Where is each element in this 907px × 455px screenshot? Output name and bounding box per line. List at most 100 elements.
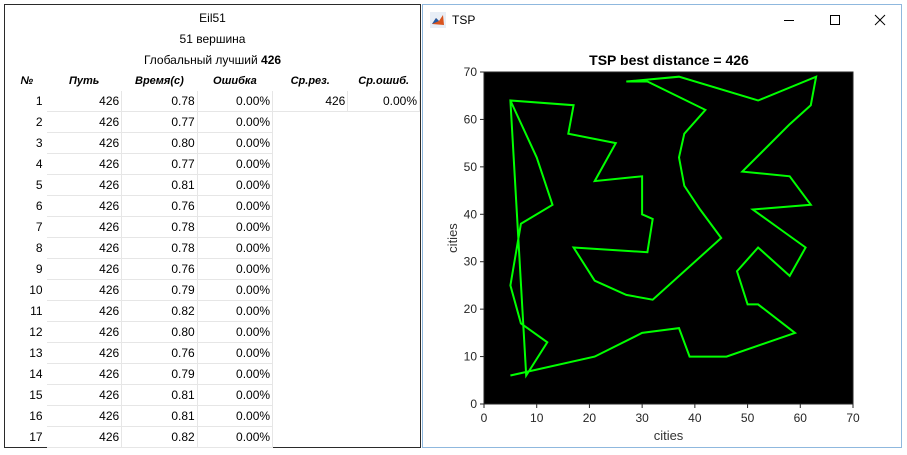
minimize-icon: [784, 20, 794, 21]
tsp-plot: TSP best distance = 426 0 10 20 30 40 50 60 700…: [445, 52, 860, 443]
cell-empty: [348, 259, 420, 280]
x-tick-label: 40: [688, 411, 702, 425]
results-table: № Путь Время(с) Ошибка Ср.рез. Ср.ошиб. …: [7, 71, 420, 448]
cell-empty: [348, 301, 420, 322]
cell-path: 426: [46, 195, 123, 217]
cell-err: 0.00%: [197, 426, 274, 448]
cell-err: 0.00%: [197, 300, 274, 322]
cell-time: 0.77: [121, 153, 198, 175]
minimize-button[interactable]: [766, 5, 812, 35]
table-row: 14 426 0.79 0.00%: [7, 363, 420, 385]
cell-avg: 426: [272, 91, 349, 112]
table-row: 6 426 0.76 0.00%: [7, 195, 420, 217]
col-header-path: Путь: [68, 75, 100, 87]
row-number: 8: [35, 241, 43, 255]
cell-err: 0.00%: [197, 237, 274, 259]
cell-err: 0.00%: [197, 111, 274, 133]
row-number: 5: [35, 178, 43, 192]
table-row: 12 426 0.80 0.00%: [7, 321, 420, 343]
cell-err: 0.00%: [197, 279, 274, 301]
cell-empty: [273, 154, 348, 175]
cell-time: 0.78: [121, 216, 198, 238]
table-row: 16 426 0.81 0.00%: [7, 405, 420, 427]
table-row: 1 426 0.78 0.00% 426 0.00%: [7, 91, 420, 112]
y-tick-label: 30: [464, 255, 478, 269]
cell-path: 426: [46, 132, 123, 154]
cell-empty: [348, 364, 420, 385]
table-row: 11 426 0.82 0.00%: [7, 300, 420, 322]
cell-time: 0.76: [121, 195, 198, 217]
y-tick-label: 0: [470, 397, 477, 411]
window-title: TSP: [452, 13, 476, 27]
x-tick-label: 30: [635, 411, 649, 425]
table-row: 17 426 0.82 0.00%: [7, 426, 420, 448]
table-row: 5 426 0.81 0.00%: [7, 174, 420, 196]
cell-time: 0.79: [121, 363, 198, 385]
cell-empty: [348, 406, 420, 427]
y-tick-label: 60: [464, 112, 478, 126]
cell-err: 0.00%: [197, 153, 274, 175]
results-panel: Eil51 51 вершина Глобальный лучший 426 №…: [4, 4, 421, 448]
cell-path: 426: [46, 342, 123, 364]
cell-path: 426: [46, 216, 123, 238]
table-body: 1 426 0.78 0.00% 426 0.00% 2 426 0.77 0.00% 3 426 0.…: [7, 91, 420, 448]
row-number: 10: [29, 283, 43, 297]
cell-path: 426: [46, 384, 123, 406]
cell-empty: [348, 196, 420, 217]
cell-empty: [348, 217, 420, 238]
cell-empty: [348, 343, 420, 364]
cell-time: 0.80: [121, 321, 198, 343]
cell-empty: [273, 217, 348, 238]
row-number: 13: [29, 346, 43, 360]
cell-time: 0.82: [121, 300, 198, 322]
row-number: 17: [29, 430, 43, 444]
y-tick-label: 40: [464, 207, 478, 221]
row-number: 3: [35, 136, 43, 150]
col-header-time: Время(с): [135, 75, 184, 87]
window-titlebar[interactable]: TSP: [423, 5, 901, 35]
cell-empty: [273, 259, 348, 280]
global-best-label: Глобальный лучший: [143, 53, 258, 67]
cell-empty: [348, 133, 420, 154]
y-axis-label: cities: [445, 223, 460, 253]
col-header-error: Ошибка: [213, 75, 257, 87]
vertex-count: 51 вершина: [179, 32, 246, 46]
chart-title: TSP best distance = 426: [589, 52, 749, 68]
cell-time: 0.81: [121, 405, 198, 427]
cell-empty: [273, 112, 348, 133]
cell-path: 426: [46, 111, 123, 133]
cell-path: 426: [46, 91, 123, 112]
x-tick-label: 0: [481, 411, 488, 425]
tsp-figure-window: TSP TSP best distance = 426 0 10 20 30 40 50 6…: [422, 4, 902, 448]
row-number: 2: [35, 115, 43, 129]
cell-err: 0.00%: [197, 363, 274, 385]
table-row: 13 426 0.76 0.00%: [7, 342, 420, 364]
axis-ticks: 0 10 20 30 40 50 60 70 0 10 20 30 40 50 60 70: [464, 65, 860, 425]
cell-time: 0.81: [121, 384, 198, 406]
y-tick-label: 50: [464, 160, 478, 174]
cell-err: 0.00%: [197, 258, 274, 280]
cell-err: 0.00%: [197, 342, 274, 364]
matlab-figure-icon: [430, 12, 446, 28]
col-header-avg-error: Ср.ошиб.: [358, 75, 410, 87]
cell-empty: [273, 343, 348, 364]
row-number: 7: [35, 220, 43, 234]
cell-empty: [348, 280, 420, 301]
maximize-button[interactable]: [812, 5, 858, 35]
cell-empty: [273, 280, 348, 301]
cell-time: 0.79: [121, 279, 198, 301]
cell-path: 426: [46, 258, 123, 280]
row-number: 14: [29, 367, 43, 381]
close-button[interactable]: [857, 5, 903, 35]
cell-path: 426: [46, 426, 123, 448]
global-best-value: 426: [261, 53, 282, 67]
cell-empty: [348, 427, 420, 448]
x-tick-label: 10: [530, 411, 544, 425]
y-tick-label: 10: [464, 350, 478, 364]
maximize-icon: [830, 15, 840, 25]
cell-path: 426: [46, 237, 123, 259]
row-number: 16: [29, 409, 43, 423]
cell-err: 0.00%: [197, 195, 274, 217]
cell-empty: [273, 196, 348, 217]
cell-empty: [348, 112, 420, 133]
